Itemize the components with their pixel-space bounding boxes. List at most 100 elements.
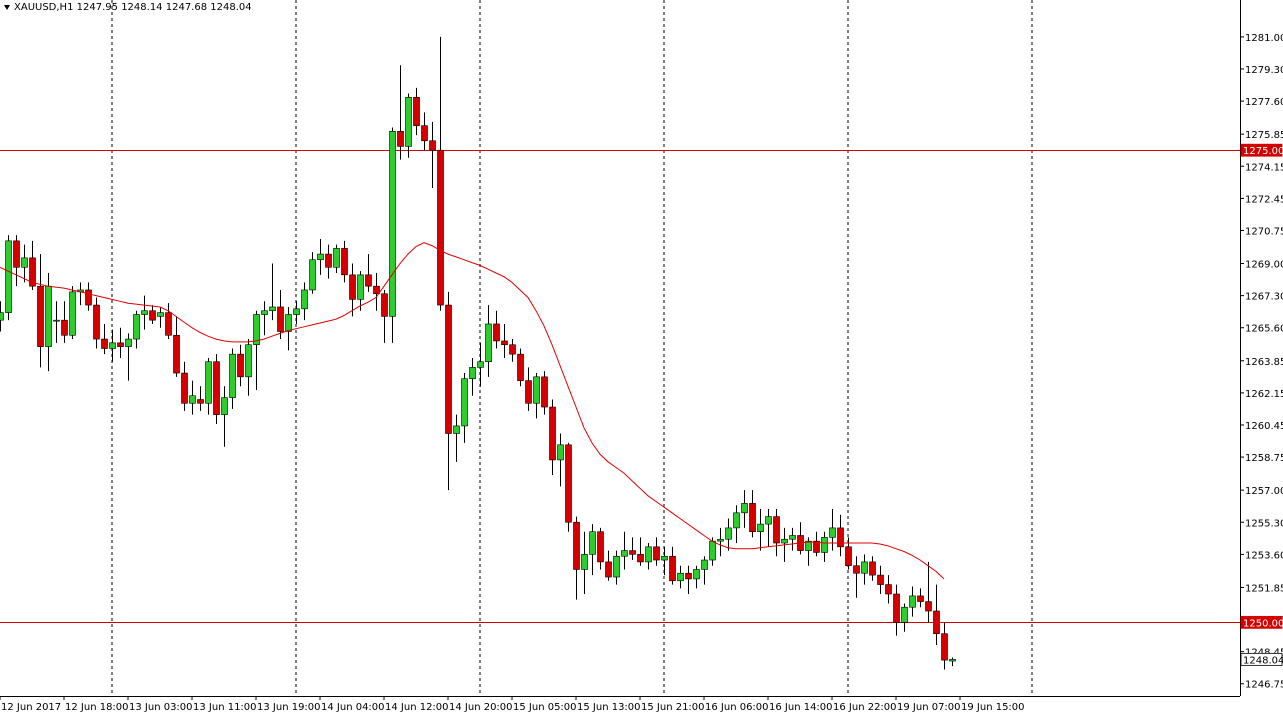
bullish-candle xyxy=(269,306,276,312)
bullish-candle xyxy=(317,253,324,261)
bearish-candle xyxy=(149,310,156,321)
time-tick-label: 13 Jun 11:00 xyxy=(193,702,257,713)
time-tick-label: 13 Jun 03:00 xyxy=(129,702,193,713)
bearish-candle xyxy=(573,521,580,570)
price-tick-label: 1258.75 xyxy=(1245,453,1283,464)
bullish-candle xyxy=(701,559,708,570)
bearish-candle xyxy=(373,285,380,295)
bearish-candle xyxy=(381,293,388,317)
bullish-candle xyxy=(533,376,540,404)
bearish-candle xyxy=(165,312,172,336)
bullish-candle xyxy=(693,569,700,580)
bullish-candle xyxy=(645,546,652,563)
symbol-label: XAUUSD,H1 xyxy=(14,2,74,13)
level-price-tag-bg xyxy=(1240,615,1283,629)
price-tick-label: 1267.30 xyxy=(1245,292,1283,303)
bullish-candle xyxy=(205,361,212,404)
price-tick-label: 1281.00 xyxy=(1245,33,1283,44)
price-axis[interactable]: 1281.00 1279.30 1277.60 1275.85 1274.15 1272.… xyxy=(1240,33,1283,691)
bearish-candle xyxy=(413,97,420,126)
bearish-candle xyxy=(341,248,348,276)
bullish-candle xyxy=(765,516,772,525)
bearish-candle xyxy=(365,274,372,287)
bullish-candle xyxy=(677,572,684,582)
bearish-candle xyxy=(837,527,844,548)
bullish-candle xyxy=(453,425,460,434)
price-tick-label: 1277.60 xyxy=(1245,97,1283,108)
time-tick-label: 13 Jun 19:00 xyxy=(257,702,321,713)
time-tick-label: 16 Jun 06:00 xyxy=(705,702,769,713)
bearish-candle xyxy=(885,584,892,595)
bullish-candle xyxy=(45,285,52,347)
time-tick-label: 12 Jun 2017 xyxy=(1,702,61,713)
bearish-candle xyxy=(445,304,452,434)
bullish-candle xyxy=(821,537,828,553)
bearish-candle xyxy=(813,540,820,553)
bullish-candle xyxy=(725,527,732,540)
bearish-candle xyxy=(517,353,524,381)
current-price-tag-bg xyxy=(1240,652,1283,666)
bullish-candle xyxy=(253,314,260,346)
bullish-candle xyxy=(477,361,484,368)
bearish-candle xyxy=(925,601,932,612)
bullish-candle xyxy=(109,342,116,349)
bullish-candle xyxy=(613,555,620,578)
bearish-candle xyxy=(37,285,44,347)
bearish-candle xyxy=(637,554,644,563)
bearish-candle xyxy=(181,372,188,404)
time-tick-label: 15 Jun 05:00 xyxy=(513,702,577,713)
bullish-candle xyxy=(741,503,748,514)
bearish-candle xyxy=(429,140,436,151)
price-tick-label: 1265.60 xyxy=(1245,324,1283,335)
price-tick-label: 1272.45 xyxy=(1245,194,1283,205)
dropdown-triangle-icon[interactable] xyxy=(4,4,10,10)
bullish-candle xyxy=(485,323,492,363)
bullish-candle xyxy=(245,344,252,378)
bearish-candle xyxy=(845,546,852,566)
time-tick-label: 19 Jun 07:00 xyxy=(897,702,961,713)
open-value: 1247.95 xyxy=(76,2,118,13)
bullish-candle xyxy=(309,259,316,291)
bullish-candle xyxy=(229,353,236,398)
horizontal-levels[interactable] xyxy=(0,150,1240,623)
bullish-candle xyxy=(717,538,724,542)
time-tick-label: 14 Jun 12:00 xyxy=(385,702,449,713)
time-tick-label: 19 Jun 15:00 xyxy=(961,702,1025,713)
bearish-candle xyxy=(853,565,860,574)
bearish-candle xyxy=(101,338,108,349)
bearish-candle xyxy=(349,274,356,300)
level-price-tag-label: 1275.00 xyxy=(1243,146,1283,157)
time-tick-label: 15 Jun 13:00 xyxy=(577,702,641,713)
bearish-candle xyxy=(501,340,508,346)
price-tick-label: 1263.85 xyxy=(1245,357,1283,368)
bearish-candle xyxy=(917,595,924,602)
bullish-candle xyxy=(189,395,196,404)
bearish-candle xyxy=(277,306,284,332)
bullish-candle xyxy=(909,595,916,608)
candles xyxy=(0,36,956,670)
bullish-candle xyxy=(285,314,292,332)
bearish-candle xyxy=(437,149,444,306)
price-tick-label: 1274.15 xyxy=(1245,162,1283,173)
close-value: 1248.04 xyxy=(210,2,252,13)
current-price-tag-label: 1248.04 xyxy=(1243,655,1283,666)
bullish-candle xyxy=(949,659,956,662)
bullish-candle xyxy=(133,314,140,340)
bullish-candle xyxy=(261,310,268,315)
bearish-candle xyxy=(749,503,756,532)
time-axis[interactable]: 12 Jun 2017 12 Jun 18:00 13 Jun 03:00 13 Ju… xyxy=(0,696,1025,713)
bullish-candle xyxy=(829,527,836,538)
bearish-candle xyxy=(597,531,604,563)
bearish-candle xyxy=(197,399,204,404)
bullish-candle xyxy=(141,310,148,315)
bearish-candle xyxy=(213,361,220,415)
bullish-candle xyxy=(709,540,716,561)
bullish-candle xyxy=(733,512,740,529)
price-tick-label: 1253.60 xyxy=(1245,550,1283,561)
chart-header: XAUUSD,H1 1247.95 1248.14 1247.68 1248.0… xyxy=(4,2,252,13)
bearish-candle xyxy=(29,257,36,287)
time-tick-label: 15 Jun 21:00 xyxy=(641,702,705,713)
level-price-tag-bg xyxy=(1240,143,1283,157)
bearish-candle xyxy=(653,546,660,561)
